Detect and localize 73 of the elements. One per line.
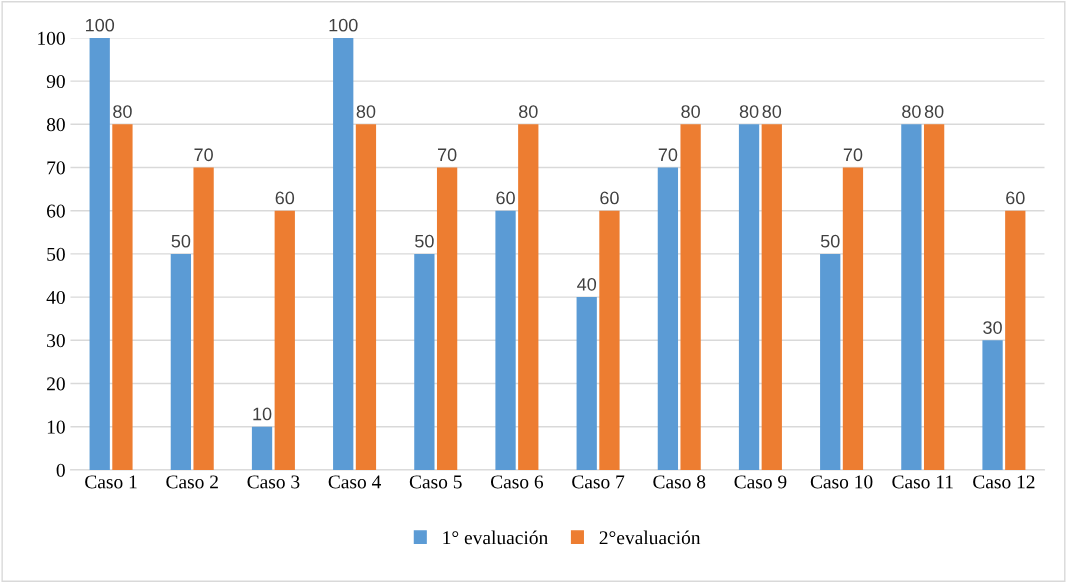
data-label: 70	[658, 148, 678, 162]
x-tick-label: Caso 2	[166, 475, 218, 489]
y-tick-label: 70	[47, 161, 65, 175]
bar	[355, 124, 377, 470]
data-label: 80	[519, 105, 538, 118]
data-label: 70	[194, 148, 213, 162]
y-tick-label: 50	[47, 247, 65, 261]
bar	[495, 210, 516, 470]
data-label: 30	[983, 321, 1002, 334]
bar	[170, 253, 192, 470]
data-label: 60	[496, 191, 515, 205]
bar	[680, 124, 701, 470]
bar	[738, 124, 760, 470]
bar	[274, 210, 295, 470]
data-label: 10	[253, 407, 272, 421]
y-tick-label: 100	[38, 31, 65, 45]
data-label: 50	[171, 234, 191, 248]
y-tick-label: 40	[46, 290, 65, 305]
y-tick-label: 60	[47, 204, 65, 218]
y-tick-label: 80	[46, 118, 65, 132]
bar	[333, 37, 354, 470]
data-label: 70	[843, 148, 863, 162]
bar	[251, 426, 273, 470]
y-tick-label: 90	[46, 74, 65, 89]
x-tick-label: Caso 12	[973, 475, 1035, 489]
legend-label: 2°evaluación	[599, 530, 701, 545]
data-label: 80	[356, 105, 376, 118]
bar	[576, 297, 597, 470]
bar	[820, 253, 841, 470]
data-label: 50	[415, 234, 434, 248]
x-tick-label: Caso 7	[572, 475, 625, 489]
bar	[518, 124, 539, 470]
x-tick-label: Caso 6	[490, 475, 544, 489]
data-label: 80	[924, 105, 944, 118]
bar	[193, 167, 214, 470]
data-label: 80	[902, 105, 921, 118]
x-tick-label: Caso 9	[734, 475, 787, 489]
bar	[599, 210, 620, 470]
x-tick-label: Caso 1	[85, 475, 137, 489]
bar	[112, 124, 133, 470]
data-label: 100	[86, 18, 115, 32]
data-label: 40	[577, 277, 597, 291]
data-label: 80	[681, 105, 700, 118]
bar	[982, 340, 1003, 470]
y-tick-label: 20	[47, 377, 65, 391]
bar	[414, 253, 435, 470]
bar	[657, 167, 679, 470]
x-tick-label: Caso 11	[892, 475, 953, 489]
data-label: 80	[113, 105, 132, 118]
y-tick-label: 0	[56, 463, 65, 477]
data-label: 80	[762, 105, 782, 118]
bar	[1005, 210, 1026, 470]
y-tick-label: 30	[47, 334, 65, 348]
bar	[923, 124, 945, 470]
x-tick-label: Caso 5	[409, 475, 462, 489]
data-label: 60	[600, 191, 619, 205]
x-tick-label: Caso 4	[328, 475, 382, 489]
data-label: 60	[275, 191, 295, 205]
data-label: 80	[739, 105, 759, 118]
bar	[901, 124, 922, 470]
y-tick-label: 10	[47, 420, 65, 434]
bar	[89, 37, 110, 470]
data-label: 70	[437, 148, 457, 162]
data-label: 60	[1006, 191, 1025, 205]
legend-label: 1° evaluación	[443, 530, 548, 545]
bar	[436, 167, 458, 470]
x-tick-label: Caso 10	[810, 475, 873, 489]
x-tick-label: Caso 3	[247, 475, 300, 489]
x-tick-label: Caso 8	[653, 475, 706, 489]
bar	[842, 167, 864, 470]
bar	[761, 124, 782, 470]
data-label: 100	[329, 18, 358, 32]
data-label: 50	[820, 234, 840, 248]
